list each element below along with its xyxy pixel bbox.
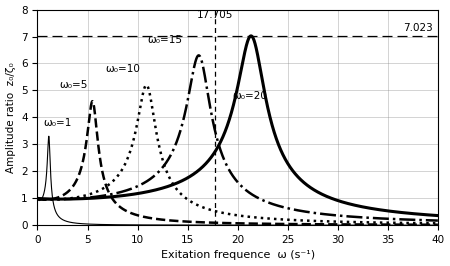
Text: ω₀=1: ω₀=1 [43, 118, 72, 128]
X-axis label: Exitation frequence  ω (s⁻¹): Exitation frequence ω (s⁻¹) [161, 251, 315, 260]
Text: ω₀=10: ω₀=10 [106, 64, 140, 74]
Text: ω₀=20: ω₀=20 [233, 91, 268, 101]
Text: 17.705: 17.705 [197, 10, 233, 20]
Text: 7.023: 7.023 [403, 23, 433, 33]
Text: ω₀=15: ω₀=15 [148, 35, 183, 45]
Text: ω₀=5: ω₀=5 [59, 80, 88, 90]
Y-axis label: Amplitude ratio  z₀/ζ₀: Amplitude ratio z₀/ζ₀ [5, 62, 16, 173]
